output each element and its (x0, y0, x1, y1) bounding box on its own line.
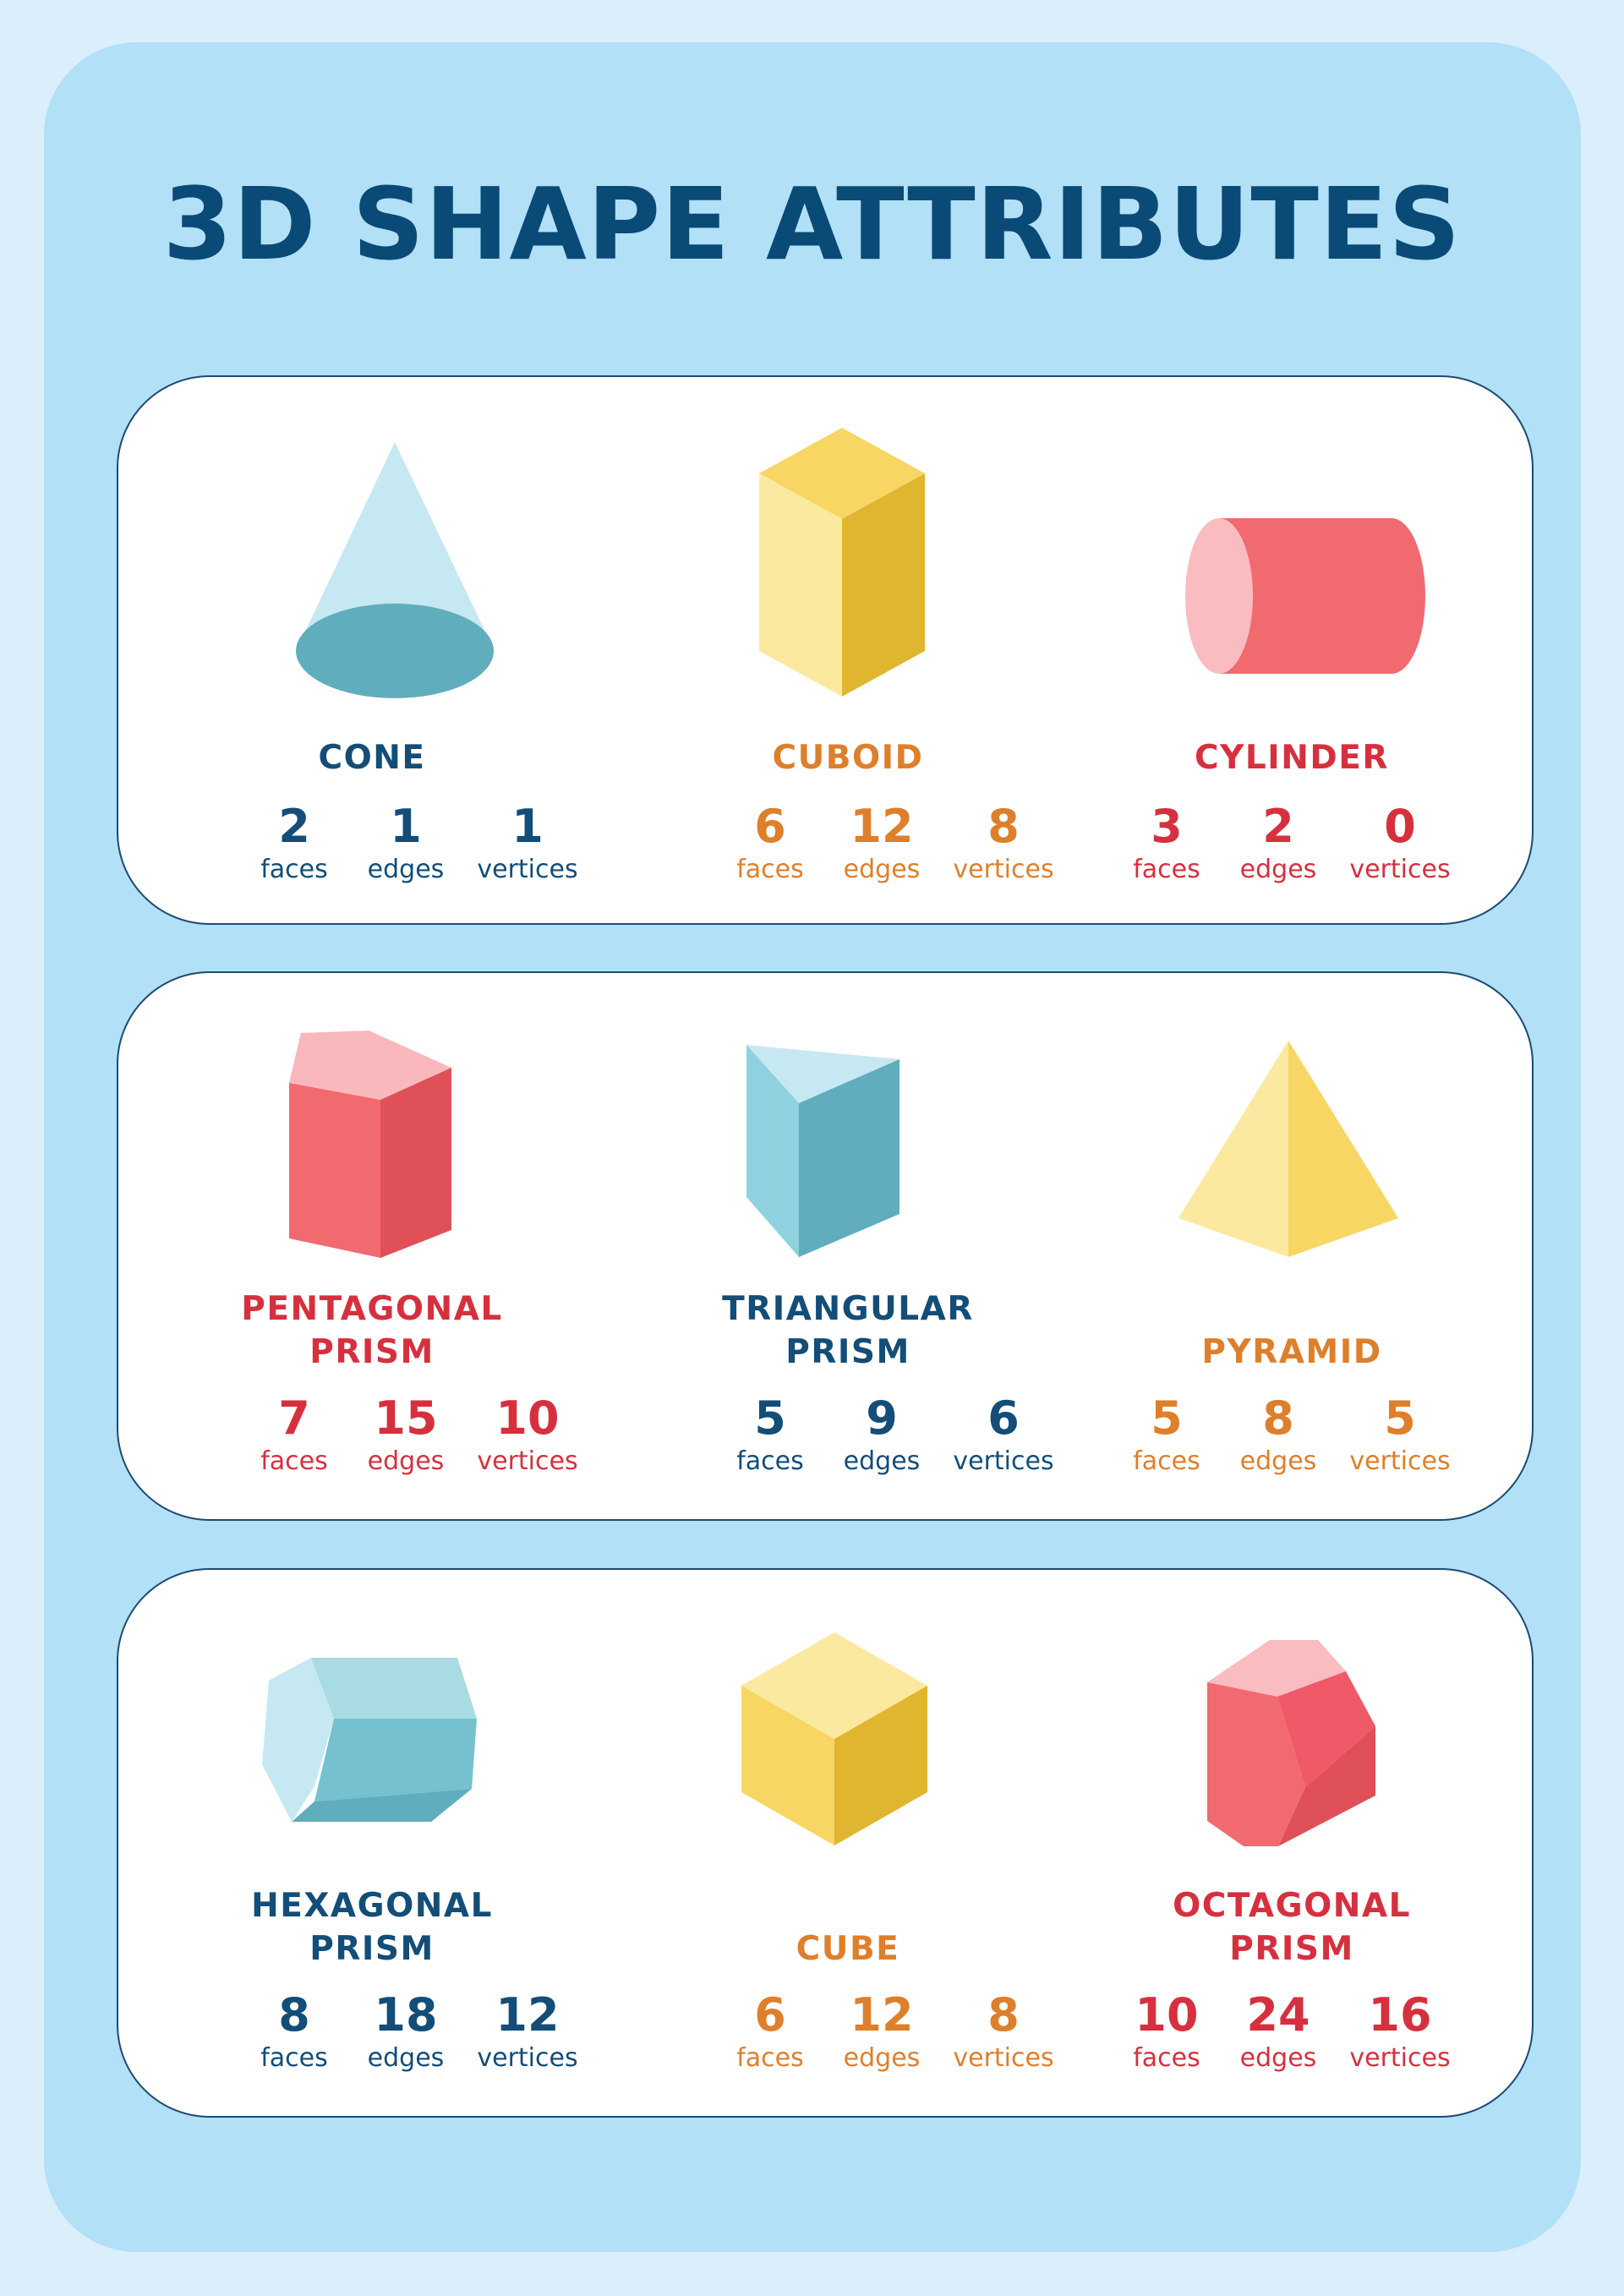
pentagonal-prism-icon (289, 1030, 451, 1258)
shape-cell-cylinder: CYLINDER 3 faces 2 edges 0 vertices (1064, 377, 1520, 923)
edges-stat: 15 edges (367, 1391, 445, 1477)
vertices-stat: 8 vertices (953, 800, 1054, 885)
faces-stat: 8 faces (260, 1988, 328, 2074)
cube-icon (741, 1632, 927, 1845)
vertices-stat: 8 vertices (953, 1988, 1054, 2074)
shape-cell-cuboid: CUBOID 6 faces 12 edges 8 vertices (620, 377, 1076, 923)
faces-stat: 5 faces (1133, 1391, 1200, 1477)
shape-cell-cube: CUBE 6 faces 12 edges 8 vertices (620, 1570, 1076, 2116)
edges-stat: 1 edges (367, 800, 445, 885)
shape-cell-pentagonal-prism: PENTAGONAL PRISM 7 faces 15 edges 10 vertice… (144, 973, 600, 1519)
vertices-stat: 1 vertices (477, 800, 578, 885)
faces-stat: 6 faces (736, 800, 804, 885)
vertices-stat: 5 vertices (1349, 1391, 1451, 1477)
faces-stat: 5 faces (736, 1391, 804, 1477)
hexagonal-prism-icon (262, 1658, 477, 1822)
vertices-stat: 0 vertices (1349, 800, 1451, 885)
triangular-prism-icon (746, 1045, 899, 1257)
cone-icon (296, 442, 494, 698)
shape-cell-hexagonal-prism: HEXAGONAL PRISM 8 faces 18 edges 12 vertices (144, 1570, 600, 2116)
cuboid-icon (759, 428, 925, 697)
shape-name: CYLINDER (1195, 739, 1389, 777)
shape-card-row-2: PENTAGONAL PRISM 7 faces 15 edges 10 vertice… (117, 971, 1534, 1521)
page-title: 3D SHAPE ATTRIBUTES (162, 166, 1462, 282)
edges-stat: 18 edges (367, 1988, 445, 2074)
shape-name: HEXAGONAL PRISM (251, 1887, 493, 1968)
shape-name: CUBOID (772, 739, 924, 777)
faces-stat: 3 faces (1133, 800, 1200, 885)
edges-stat: 12 edges (843, 800, 921, 885)
faces-stat: 7 faces (260, 1391, 328, 1477)
edges-stat: 8 edges (1239, 1391, 1317, 1477)
shape-name: OCTAGONAL PRISM (1173, 1887, 1411, 1968)
octagonal-prism-icon (1207, 1640, 1375, 1846)
faces-stat: 2 faces (260, 800, 328, 885)
shape-cell-pyramid: PYRAMID 5 faces 8 edges 5 vertices (1064, 973, 1520, 1519)
shape-cell-triangular-prism: TRIANGULAR PRISM 5 faces 9 edges 6 vertices (620, 973, 1076, 1519)
shape-card-row-3: HEXAGONAL PRISM 8 faces 18 edges 12 vertices… (117, 1568, 1534, 2118)
shape-name: PENTAGONAL PRISM (241, 1290, 503, 1371)
shape-name: CUBE (796, 1930, 900, 1968)
edges-stat: 24 edges (1239, 1988, 1317, 2074)
faces-stat: 10 faces (1133, 1988, 1200, 2074)
edges-stat: 2 edges (1239, 800, 1317, 885)
shape-cell-cone: CONE 2 faces 1 edges 1 vertices (144, 377, 600, 923)
edges-stat: 9 edges (843, 1391, 921, 1477)
shape-card-row-1: CONE 2 faces 1 edges 1 vertices CUBOID 6 fac… (117, 375, 1534, 925)
vertices-stat: 16 vertices (1349, 1988, 1451, 2074)
faces-stat: 6 faces (736, 1988, 804, 2074)
shape-name: PYRAMID (1201, 1333, 1382, 1371)
edges-stat: 12 edges (843, 1988, 921, 2074)
shape-name: TRIANGULAR PRISM (722, 1290, 974, 1371)
shape-name: CONE (318, 739, 426, 777)
shape-cell-octagonal-prism: OCTAGONAL PRISM 10 faces 24 edges 16 vertice… (1064, 1570, 1520, 2116)
vertices-stat: 6 vertices (953, 1391, 1054, 1477)
vertices-stat: 12 vertices (477, 1988, 578, 2074)
cylinder-icon (1185, 518, 1425, 674)
pyramid-icon (1178, 1041, 1398, 1257)
vertices-stat: 10 vertices (477, 1391, 578, 1477)
